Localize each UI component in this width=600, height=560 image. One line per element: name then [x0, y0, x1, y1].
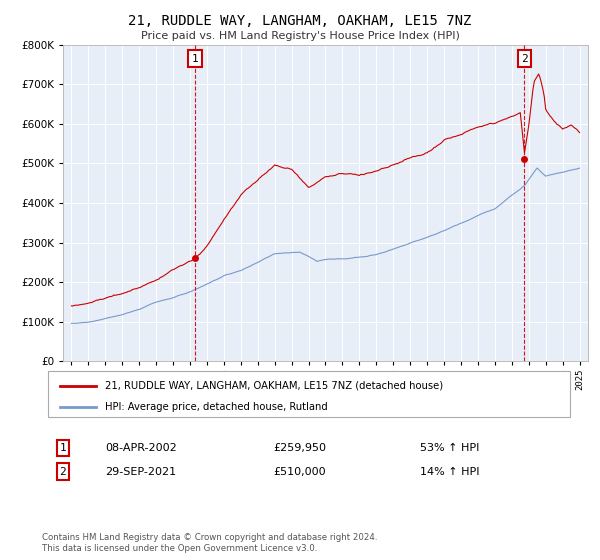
Text: 1: 1 [59, 443, 67, 453]
Text: 53% ↑ HPI: 53% ↑ HPI [421, 443, 479, 453]
Text: 21, RUDDLE WAY, LANGHAM, OAKHAM, LE15 7NZ: 21, RUDDLE WAY, LANGHAM, OAKHAM, LE15 7N… [128, 14, 472, 28]
Text: £259,950: £259,950 [274, 443, 326, 453]
Text: 21, RUDDLE WAY, LANGHAM, OAKHAM, LE15 7NZ (detached house): 21, RUDDLE WAY, LANGHAM, OAKHAM, LE15 7N… [105, 381, 443, 391]
Text: Price paid vs. HM Land Registry's House Price Index (HPI): Price paid vs. HM Land Registry's House … [140, 31, 460, 41]
Point [190, 254, 200, 263]
Text: 2: 2 [59, 466, 67, 477]
Text: 14% ↑ HPI: 14% ↑ HPI [420, 466, 480, 477]
Text: 29-SEP-2021: 29-SEP-2021 [106, 466, 176, 477]
Text: 2: 2 [521, 54, 528, 64]
Text: Contains HM Land Registry data © Crown copyright and database right 2024.
This d: Contains HM Land Registry data © Crown c… [42, 533, 377, 553]
Text: £510,000: £510,000 [274, 466, 326, 477]
Point [520, 155, 529, 164]
Text: HPI: Average price, detached house, Rutland: HPI: Average price, detached house, Rutl… [105, 402, 328, 412]
Text: 08-APR-2002: 08-APR-2002 [105, 443, 177, 453]
Text: 1: 1 [191, 54, 199, 64]
